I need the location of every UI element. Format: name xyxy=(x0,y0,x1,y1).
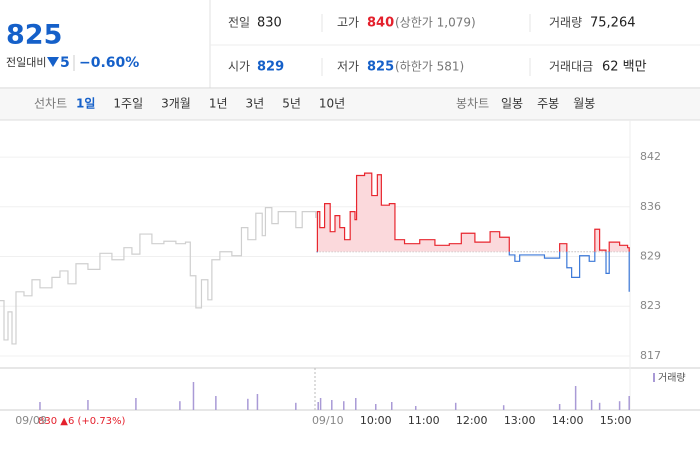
price-line xyxy=(316,172,630,252)
change: 5 xyxy=(60,55,70,71)
tab-group-label: 봉차트 xyxy=(456,97,489,111)
period-tab[interactable]: 월봉 xyxy=(573,97,595,111)
volume-bar xyxy=(135,398,137,410)
x-tick-label: 09/10 xyxy=(312,414,344,427)
volume-bar xyxy=(502,405,505,410)
y-tick-label: 842 xyxy=(640,150,661,163)
quote-value: 830 xyxy=(257,16,282,31)
period-tab[interactable]: 주봉 xyxy=(537,97,559,111)
volume-bar xyxy=(39,402,41,410)
volume-bar xyxy=(179,401,181,410)
period-tab[interactable]: 3개월 xyxy=(161,97,191,111)
x-tick-label: 11:00 xyxy=(408,414,440,427)
volume-bar xyxy=(391,402,393,410)
volume-bar xyxy=(331,400,333,410)
change-pct: −0.60% xyxy=(79,55,139,71)
y-tick-label: 823 xyxy=(640,299,661,312)
x-tick-label: 10:00 xyxy=(360,414,392,427)
volume-bar xyxy=(628,396,630,410)
x-tick-label: 15:00 xyxy=(600,414,632,427)
change-label: 전일대비 xyxy=(6,55,46,69)
period-tab[interactable]: 1주일 xyxy=(113,97,143,111)
period-tab[interactable]: 1일 xyxy=(76,97,95,111)
volume-bar xyxy=(618,401,621,410)
quote-note: (상한가 1,079) xyxy=(395,16,476,30)
volume-bar xyxy=(247,398,249,410)
volume-bar xyxy=(319,398,322,410)
quote-value: 825 xyxy=(367,60,394,75)
tab-group-label: 선차트 xyxy=(34,97,67,111)
quote-label: 저가 xyxy=(337,60,359,74)
tab-bar xyxy=(0,89,700,120)
volume-bar xyxy=(574,386,577,410)
period-tab[interactable]: 3년 xyxy=(246,97,265,111)
quote-label: 전일 xyxy=(228,16,250,30)
quote-label: 거래대금 xyxy=(549,60,593,74)
x-tick-label: 09/09 xyxy=(15,414,47,427)
quote-value: 840 xyxy=(367,16,394,31)
down-icon xyxy=(47,57,59,67)
legend-swatch xyxy=(653,373,655,382)
period-tab[interactable]: 일봉 xyxy=(501,97,523,111)
y-tick-label: 817 xyxy=(640,349,661,362)
period-tab[interactable]: 5년 xyxy=(282,97,301,111)
volume-bar xyxy=(598,402,601,410)
prev-day-summary: 830 ▲6 (+0.73%) xyxy=(38,416,126,427)
x-tick-label: 12:00 xyxy=(456,414,488,427)
volume-bar xyxy=(558,404,561,410)
y-tick-label: 836 xyxy=(640,200,661,213)
quote-value: 75,264 xyxy=(590,16,636,31)
volume-bar xyxy=(590,400,593,410)
volume-bar xyxy=(295,402,297,410)
quote-note: (하한가 581) xyxy=(395,60,464,74)
price-line xyxy=(316,251,630,292)
x-tick-label: 14:00 xyxy=(552,414,584,427)
quote-value: 829 xyxy=(257,60,284,75)
volume-bar xyxy=(215,396,217,410)
quote-label: 시가 xyxy=(228,60,250,74)
volume-bar xyxy=(256,394,259,410)
volume-bar xyxy=(317,402,319,410)
period-tab[interactable]: 10년 xyxy=(319,97,345,111)
y-tick-label: 829 xyxy=(640,250,661,263)
header-bg xyxy=(0,0,700,88)
quote-label: 거래량 xyxy=(549,16,582,30)
price-line xyxy=(0,207,317,345)
quote-label: 고가 xyxy=(337,16,359,30)
volume-bar xyxy=(414,406,417,410)
volume-bar xyxy=(343,401,345,410)
x-tick-label: 13:00 xyxy=(504,414,536,427)
area-fill xyxy=(317,173,630,252)
volume-bar xyxy=(375,404,377,410)
current-price: 825 xyxy=(6,20,62,51)
period-tab[interactable]: 1년 xyxy=(209,97,228,111)
legend-label: 거래량 xyxy=(658,372,686,384)
volume-bar xyxy=(87,400,89,410)
volume-bar xyxy=(355,398,357,410)
volume-bar xyxy=(192,382,195,410)
quote-value: 62 백만 xyxy=(602,60,647,75)
volume-bar xyxy=(454,402,457,410)
